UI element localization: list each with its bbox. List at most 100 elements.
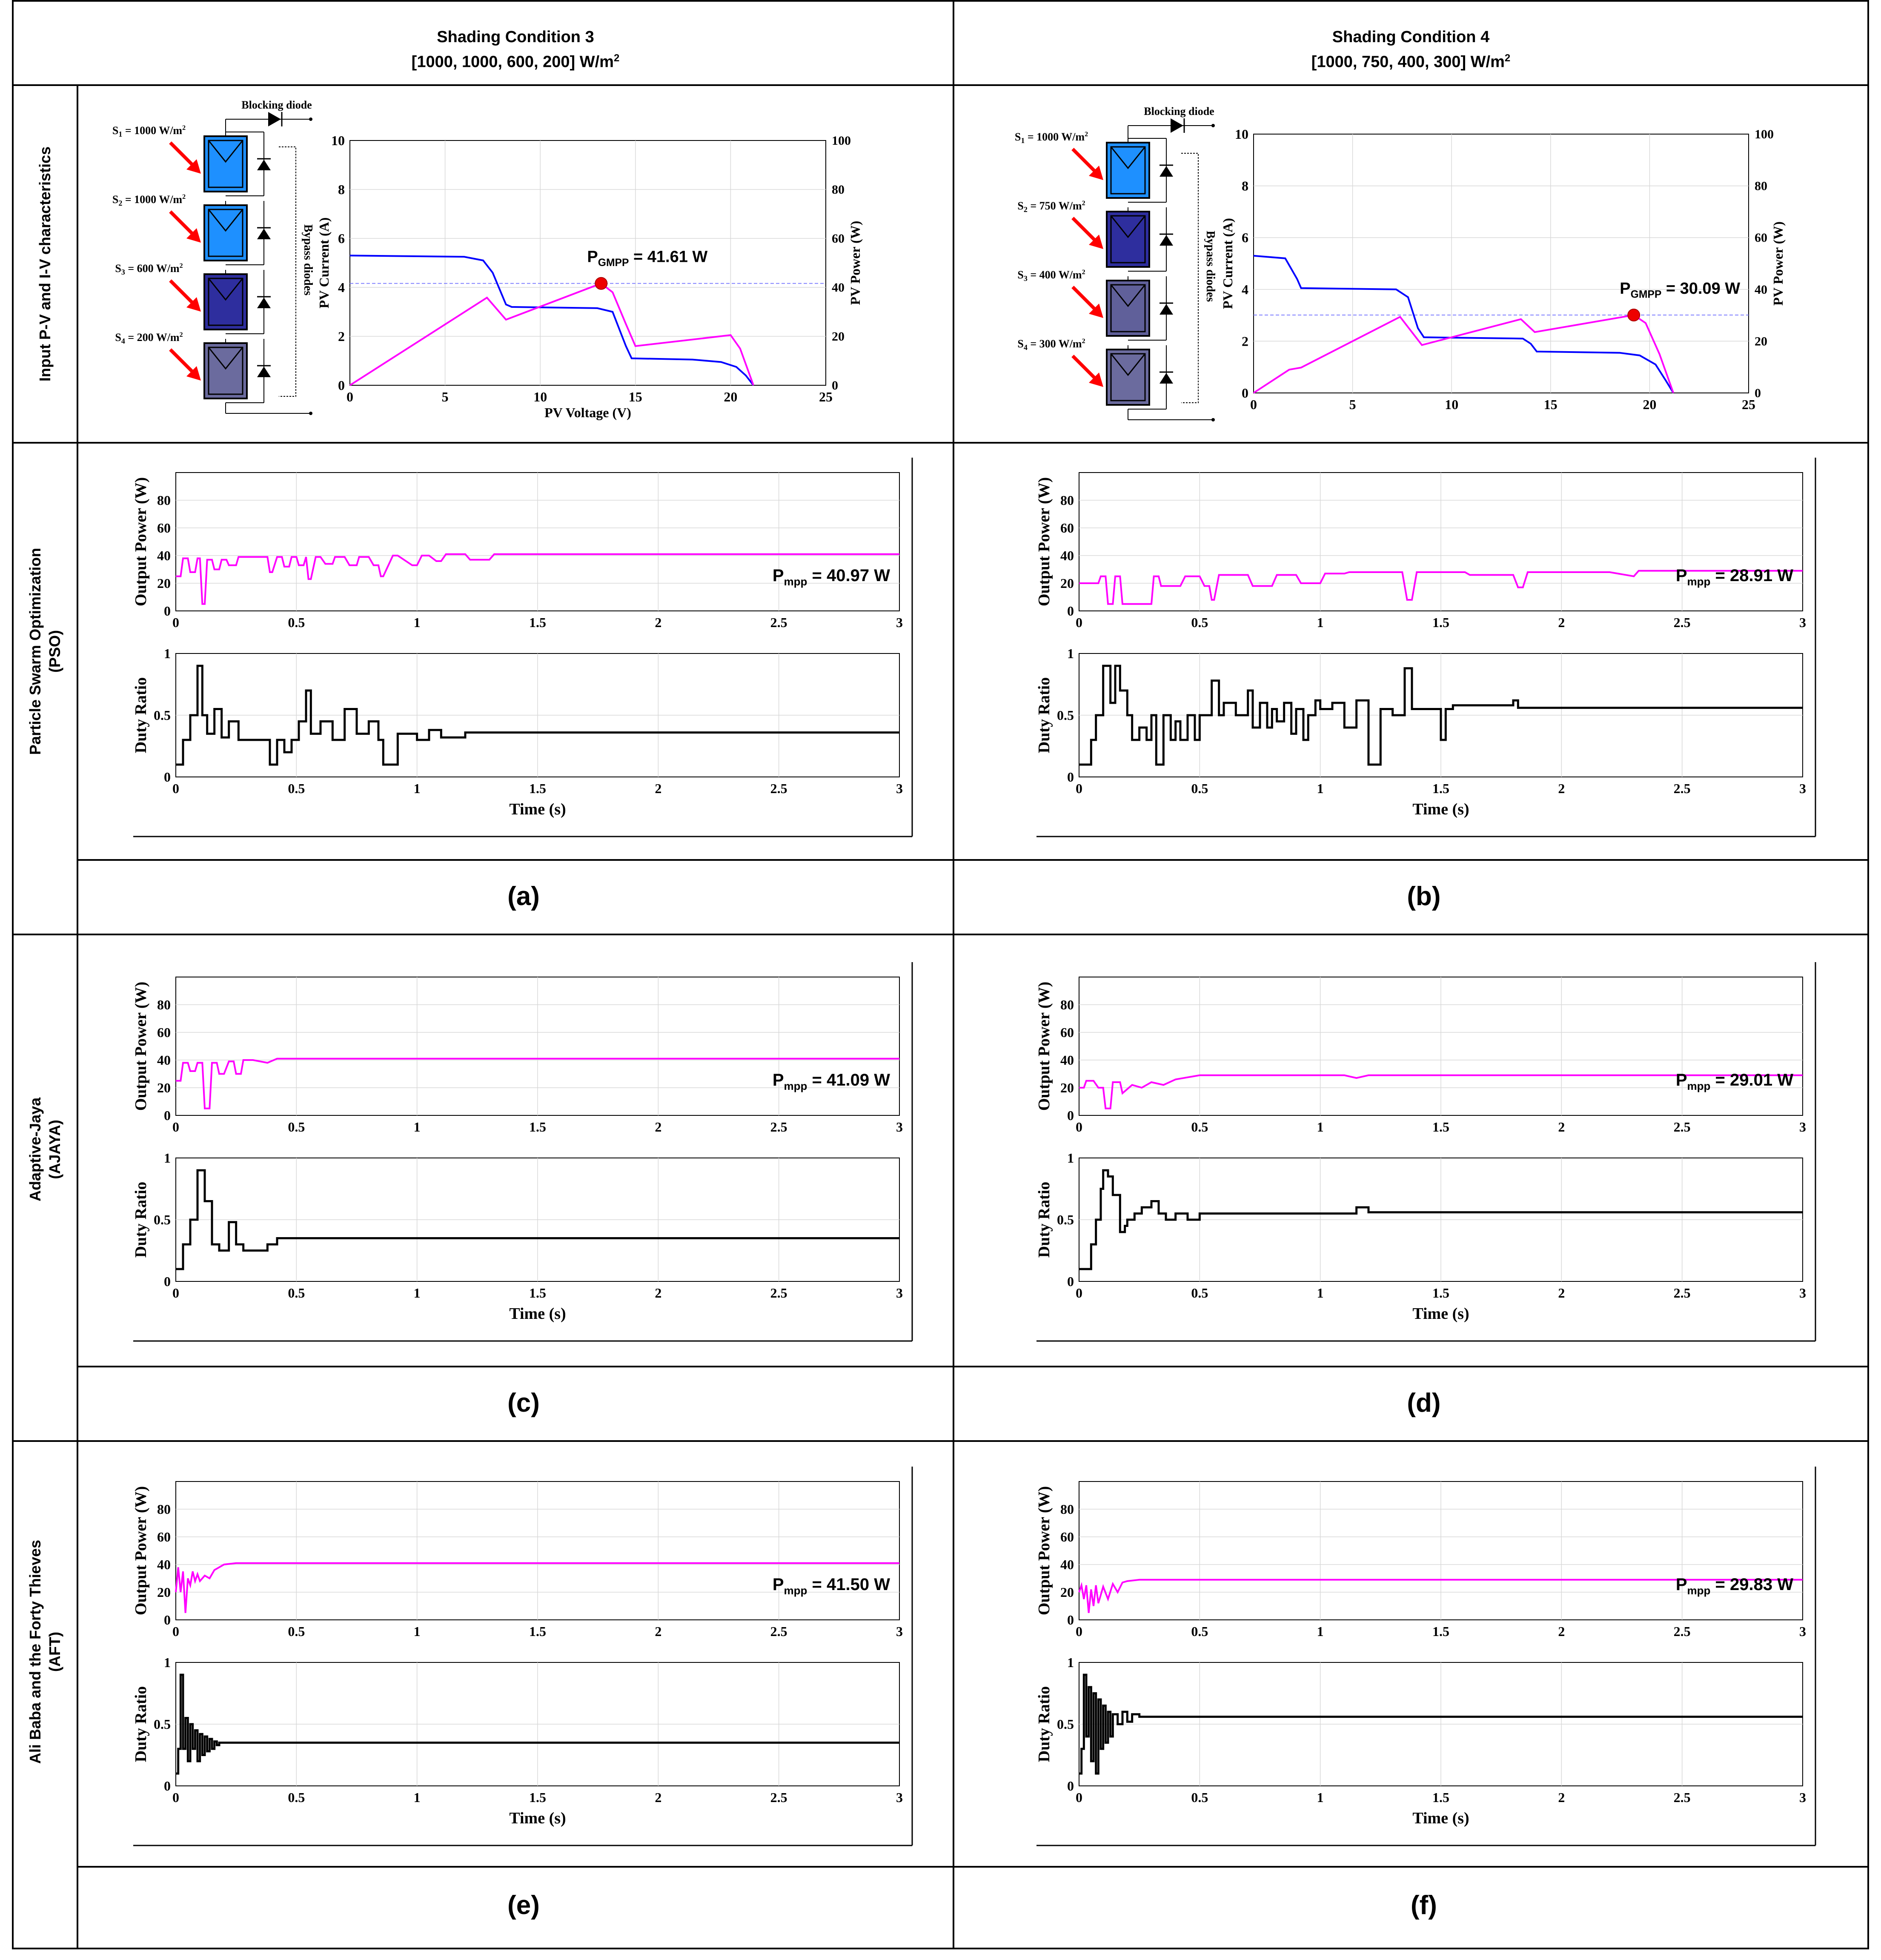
y-tick-label: 0.5 [1057, 708, 1074, 723]
x-tick-label: 1.5 [1432, 1790, 1449, 1805]
y-tick-label: 0 [1067, 1108, 1074, 1123]
x-tick-label: 1 [1317, 1119, 1324, 1135]
x-tick-label: 1 [1317, 1790, 1324, 1805]
x-tick-label: 1.5 [529, 1119, 546, 1135]
mpp-label-main: P [773, 1071, 784, 1089]
x-tick-label: 0 [172, 781, 179, 796]
irradiance-text: [1000, 1000, 600, 200] W/m [411, 53, 614, 71]
y-left-axis-label: PV Current (A) [316, 218, 332, 309]
bypass-diode-icon [257, 160, 271, 170]
x-axis-label: Time (s) [1412, 1305, 1469, 1323]
y-tick-label: 2 [338, 329, 345, 344]
x-tick-label: 1 [414, 1285, 421, 1301]
y-tick-label: 80 [157, 997, 171, 1012]
x-tick-label: 1 [1317, 1285, 1324, 1301]
y-tick-label: 1 [1067, 646, 1074, 661]
y-tick-label: 0 [164, 1274, 171, 1289]
y-tick-label: 20 [157, 1080, 171, 1095]
y-tick-label: 0 [164, 1612, 171, 1628]
current-series-line [349, 255, 754, 386]
caption-d: (d) [1407, 1388, 1441, 1418]
x-tick-label: 3 [1799, 615, 1806, 630]
x-tick-label: 2 [655, 1624, 661, 1639]
y-tick-label: 1 [164, 1655, 171, 1670]
blocking-diode-label: Blocking diode [1144, 105, 1214, 117]
x-tick-label: 2 [655, 1119, 661, 1135]
x-tick-label: 10 [533, 389, 547, 404]
mpp-label-value: = 28.91 W [1710, 566, 1793, 585]
mpp-label-value: = 29.83 W [1710, 1575, 1793, 1594]
x-tick-label: 2.5 [1674, 1285, 1691, 1301]
pv-module-frame [1110, 215, 1146, 264]
x-tick-label: 1.5 [529, 781, 546, 796]
x-axis-label: Time (s) [1412, 1809, 1469, 1827]
y-tick-label: 80 [1060, 1502, 1074, 1517]
x-tick-label: 25 [1742, 397, 1755, 412]
x-axis-label: Time (s) [509, 800, 566, 818]
y-tick-label: 60 [1060, 1025, 1074, 1040]
x-tick-label: 2.5 [770, 781, 787, 796]
y-tick-label: 8 [1242, 178, 1248, 194]
pv-module-mark [208, 278, 243, 301]
x-tick-label: 2.5 [770, 1624, 787, 1639]
power-y-label: Output Power (W) [132, 1486, 150, 1615]
y-tick-label: 20 [1060, 1585, 1074, 1600]
x-tick-label: 0.5 [1191, 781, 1208, 796]
x-tick-label: 20 [724, 389, 737, 404]
x-tick-label: 0 [1076, 615, 1082, 630]
y-tick-label: 8 [338, 182, 345, 197]
x-tick-label: 2 [655, 1790, 661, 1805]
power-y-label: Output Power (W) [1035, 1486, 1053, 1615]
irradiance-label: S3 = 400 W/m2 [1017, 269, 1085, 283]
irradiance-arrow-head [186, 297, 201, 312]
x-tick-label: 3 [896, 1119, 903, 1135]
x-tick-label: 15 [629, 389, 642, 404]
mpp-label-main: P [587, 248, 598, 266]
x-tick-label: 0.5 [288, 615, 305, 630]
bypass-diode-icon [257, 298, 271, 308]
pv-module-mark [208, 140, 243, 163]
irradiance-label: S3 = 600 W/m2 [115, 262, 183, 276]
column-header-sc4: Shading Condition 4 [1000, 750, 400, 300… [953, 26, 1868, 73]
pmpp-label: Pmpp = 29.83 W [1676, 1575, 1793, 1597]
table-border [12, 0, 1869, 1949]
y-tick-label: 40 [1060, 1052, 1074, 1068]
caption-e: (e) [507, 1891, 540, 1920]
x-tick-label: 0.5 [288, 1119, 305, 1135]
pmpp-label: Pmpp = 28.91 W [1676, 566, 1793, 588]
pmpp-label: Pmpp = 40.97 W [773, 566, 890, 588]
irradiance-arrow [1071, 286, 1099, 314]
power-y-label: Output Power (W) [132, 982, 150, 1111]
y-tick-label: 80 [157, 493, 171, 508]
x-tick-label: 0.5 [288, 1624, 305, 1639]
x-tick-label: 2 [655, 615, 661, 630]
bypass-diodes-label: Bypass diodes [301, 224, 315, 295]
x-tick-label: 15 [1544, 397, 1557, 412]
x-tick-label: 5 [442, 389, 449, 404]
pv-module [203, 204, 248, 261]
power-series-line [1078, 1579, 1803, 1613]
caption-c: (c) [507, 1388, 540, 1418]
pmpp-label: Pmpp = 29.01 W [1676, 1071, 1793, 1092]
blocking-diode-label: Blocking diode [241, 99, 312, 111]
y-tick-label: 0 [164, 769, 171, 785]
mpp-label-main: P [773, 566, 784, 585]
pv-module [203, 135, 248, 192]
irradiance-label: S1 = 1000 W/m2 [112, 124, 186, 138]
bypass-diode-icon [257, 229, 271, 239]
irradiance-label: S2 = 1000 W/m2 [112, 193, 186, 207]
x-tick-label: 0 [1076, 781, 1082, 796]
y-tick-label: 40 [157, 1052, 171, 1068]
power-series-line [176, 1057, 899, 1109]
x-tick-label: 2 [1558, 1285, 1565, 1301]
x-tick-label: 1.5 [529, 1285, 546, 1301]
blocking-diode-icon [268, 112, 281, 126]
mpp-label-value: = 41.50 W [807, 1575, 890, 1594]
y-tick-label: 10 [1235, 126, 1248, 142]
power-series-line [175, 1562, 899, 1613]
